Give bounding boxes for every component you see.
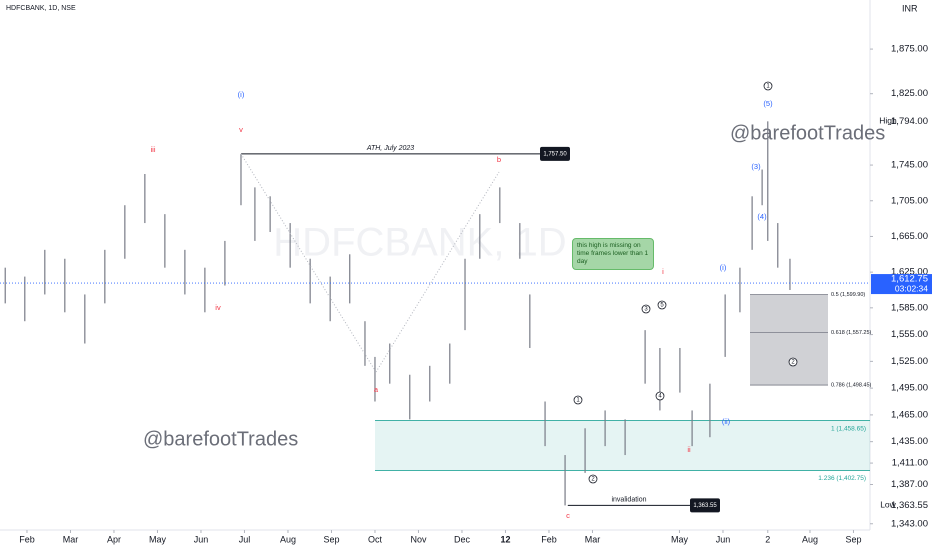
x-tick-label: Mar: [63, 534, 79, 544]
last-price-label: 1,612.75: [891, 274, 928, 285]
price-label: 1,794.00: [891, 116, 928, 127]
level-label: 1,363.55: [693, 503, 717, 509]
wave-label: 5: [660, 303, 664, 309]
y-tick-label: 1,825.00: [891, 88, 928, 99]
y-tick-label: 1,343.00: [891, 518, 928, 529]
wave-label: (3): [751, 162, 761, 171]
x-tick-label: Oct: [368, 534, 383, 544]
wave-label: iv: [215, 303, 221, 312]
wave-label: v: [239, 125, 243, 134]
wave-circle: [573, 395, 583, 405]
x-tick-label: May: [149, 534, 167, 544]
price-label: 1,363.55: [891, 500, 928, 511]
price-tag: Low: [880, 500, 896, 510]
y-tick-label: 1,387.00: [891, 479, 928, 490]
countdown: 03:02:34: [895, 283, 928, 293]
last-price-box: [871, 274, 932, 295]
level-text: invalidation: [611, 496, 646, 503]
x-tick-label: Jul: [239, 534, 251, 544]
x-tick-label: Jun: [716, 534, 731, 544]
wave-circle: [655, 391, 665, 401]
level-badge: [690, 498, 720, 513]
x-tick-label: Aug: [280, 534, 296, 544]
x-tick-label: May: [671, 534, 689, 544]
wave-label: (4): [757, 212, 767, 221]
wave-label: (i): [238, 90, 245, 99]
y-tick-label: 1,875.00: [891, 44, 928, 55]
handle: @barefootTrades: [730, 122, 885, 144]
fib-label: 0.786 (1,498.45): [831, 383, 872, 389]
fib-zone: [375, 420, 870, 471]
wave-circle: [763, 81, 773, 91]
y-tick-label: 1,465.00: [891, 409, 928, 420]
wave-label: 4: [658, 394, 662, 400]
x-tick-label: Dec: [454, 534, 471, 544]
x-tick-label: Apr: [107, 534, 121, 544]
y-tick-label: 1,625.00: [891, 267, 928, 278]
x-tick-label: 12: [500, 534, 510, 544]
level-label: 1,757.50: [543, 151, 567, 157]
x-tick-label: Sep: [845, 534, 861, 544]
x-tick-label: Jun: [194, 534, 209, 544]
wave-label: 1: [766, 84, 770, 90]
y-tick-label: 1,745.00: [891, 160, 928, 171]
wave-circle: [588, 474, 598, 484]
wave-circle: [788, 357, 798, 367]
wave-label: iii: [151, 145, 156, 154]
y-tick-label: 1,555.00: [891, 329, 928, 340]
wave-label: 1: [576, 398, 580, 404]
wave-label: (ii): [722, 417, 731, 426]
y-tick-label: 1,435.00: [891, 436, 928, 447]
connector: [240, 153, 377, 373]
price-box: [871, 114, 932, 129]
y-tick-label: 1,585.00: [891, 302, 928, 313]
chart-title: HDFCBANK, 1D, NSE: [6, 5, 76, 12]
wave-label: (i): [720, 263, 727, 272]
wave-label: (5): [763, 99, 773, 108]
y-tick-label: 1,525.00: [891, 356, 928, 367]
fib-label: 1.236 (1,402.75): [818, 475, 866, 482]
currency: INR: [902, 3, 918, 13]
x-tick-label: Nov: [410, 534, 427, 544]
wave-label: c: [566, 511, 570, 520]
x-tick-label: Feb: [541, 534, 557, 544]
connector: [375, 171, 500, 373]
wave-label: a: [374, 385, 379, 394]
fib-box: [750, 294, 828, 386]
price-tag: High: [879, 116, 897, 126]
wave-label: 2: [791, 360, 795, 366]
level-text: ATH, July 2023: [366, 145, 414, 152]
note-callout: this high is missing on time frames lowe…: [572, 238, 654, 270]
level-badge: [540, 146, 570, 161]
price-box: [871, 498, 932, 513]
handle: @barefootTrades: [143, 428, 298, 450]
wave-label: i: [662, 267, 664, 276]
y-tick-label: 1,411.00: [892, 458, 928, 469]
x-tick-label: Feb: [19, 534, 35, 544]
fib-label: 0.5 (1,599.90): [831, 292, 865, 298]
watermark: HDFCBANK, 1D: [273, 221, 566, 265]
wave-circle: [657, 300, 667, 310]
x-tick-label: Sep: [323, 534, 339, 544]
fib-label: 0.618 (1,557.25): [831, 330, 872, 336]
y-tick-label: 1,495.00: [891, 383, 928, 394]
wave-label: 2: [591, 477, 595, 483]
wave-label: ii: [687, 445, 691, 454]
y-tick-label: 1,665.00: [891, 231, 928, 242]
wave-label: 3: [644, 307, 648, 313]
fib-label: 1 (1,458.65): [831, 425, 866, 432]
wave-circle: [641, 304, 651, 314]
x-tick-label: 2: [765, 534, 770, 544]
x-tick-label: Mar: [585, 534, 601, 544]
x-tick-label: Aug: [802, 534, 818, 544]
wave-label: b: [497, 155, 501, 164]
y-tick-label: 1,705.00: [891, 195, 928, 206]
